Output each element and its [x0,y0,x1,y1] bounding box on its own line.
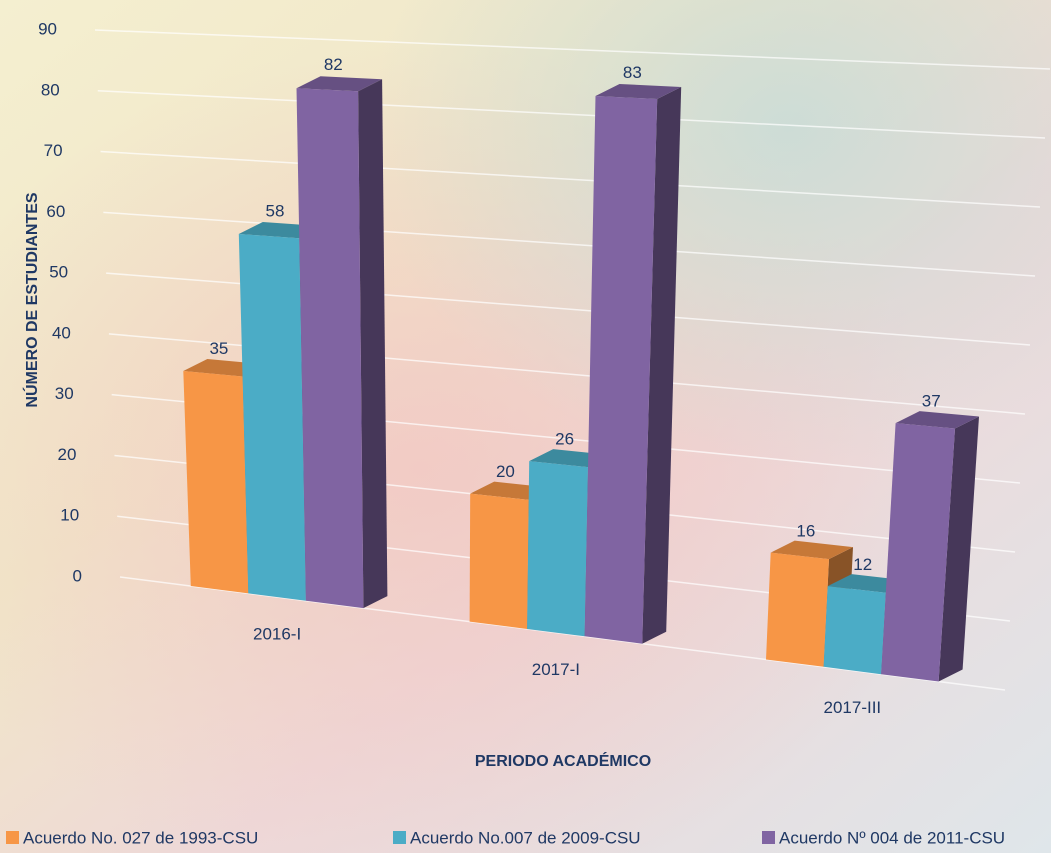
chart: 0 10 20 30 40 50 60 70 80 90 2016-I 35 58 82 2017-I 20… [0,0,1051,853]
y-tick-label: 20 [58,445,77,464]
bar-front [239,234,306,601]
value-label: 26 [555,430,574,449]
bar-front [297,88,364,608]
legend: Acuerdo No. 027 de 1993-CSU Acuerdo No.00… [6,828,1005,847]
value-label: 35 [209,339,228,358]
y-tick-label: 80 [41,80,60,99]
background-blob [0,0,1051,853]
legend-swatch [6,831,19,844]
value-label: 16 [796,521,815,540]
value-label: 83 [623,63,642,82]
x-tick-label: 2016-I [253,625,301,644]
value-label: 12 [853,555,872,574]
legend-swatch [393,831,406,844]
x-tick-label: 2017-I [532,660,580,679]
x-axis-title: PERIODO ACADÉMICO [475,751,651,770]
y-tick-label: 40 [52,323,71,342]
bar-front [766,553,829,667]
y-tick-label: 0 [73,566,82,585]
y-tick-label: 50 [49,263,68,282]
value-label: 58 [266,202,285,221]
bar [585,84,682,644]
bar [297,76,388,608]
value-label: 82 [324,55,343,74]
bar-front [824,586,886,674]
y-tick-label: 30 [55,384,74,403]
y-tick-label: 10 [60,506,79,525]
y-tick-label: 60 [46,202,65,221]
bar-front [470,494,529,629]
legend-label: Acuerdo No.007 de 2009-CSU [410,828,641,847]
y-tick-label: 70 [44,141,63,160]
x-tick-label: 2017-III [824,698,882,717]
value-label: 20 [496,462,515,481]
y-tick-label: 90 [38,19,57,38]
value-label: 37 [922,391,941,410]
bar-front [183,371,248,593]
bar-front [527,461,588,636]
legend-label: Acuerdo No. 027 de 1993-CSU [23,828,258,847]
bar [881,411,979,681]
legend-label: Acuerdo Nº 004 de 2011-CSU [779,828,1005,847]
y-axis-title: NÚMERO DE ESTUDIANTES [22,192,41,407]
legend-swatch [762,831,775,844]
